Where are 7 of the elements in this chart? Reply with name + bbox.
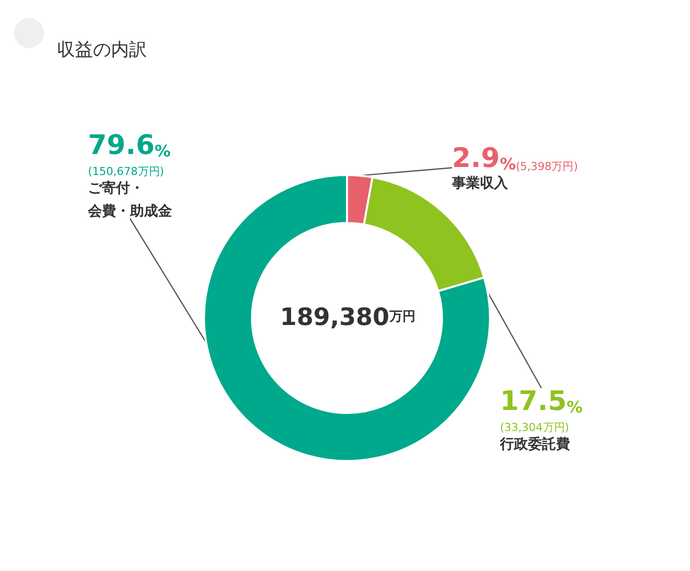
slice-label: 事業収入 [451,176,509,192]
data-label: 17.5%(33,304万円) [500,386,583,434]
data-label: 79.6%(150,678万円) [88,130,171,178]
data-label: 2.9%(5,398万円) [452,143,578,174]
slice-label: ご寄付・会費・助成金 [87,180,173,220]
slice-label: 行政委託費 [499,436,570,452]
chart-title: 収益の内訳 [57,40,147,60]
